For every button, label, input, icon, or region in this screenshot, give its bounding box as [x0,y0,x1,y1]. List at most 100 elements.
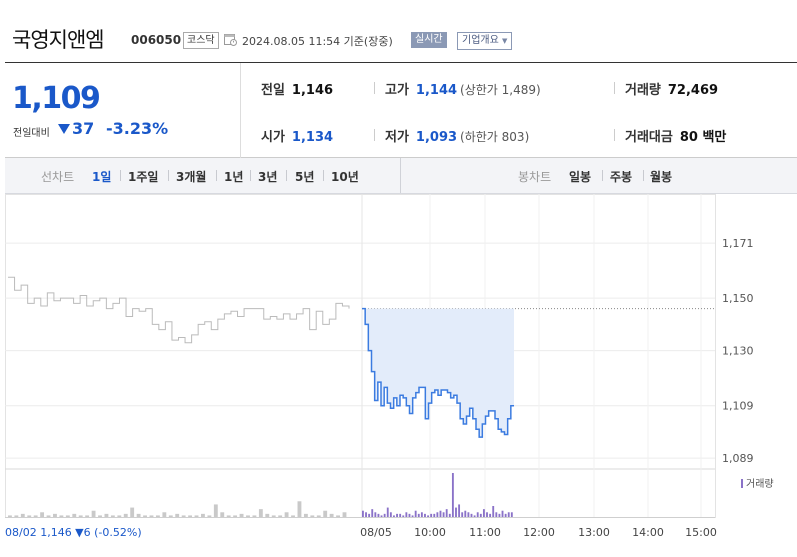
prev-volume-bar [188,515,193,517]
today-volume-bar [433,513,436,517]
trade-value-cell: 거래대금 80 백만 [625,126,726,145]
open-label: 시가 [261,130,285,145]
volume-label: 거래량 [625,83,661,98]
company-overview-button[interactable]: 기업개요 ▼ [457,32,513,50]
prev-close-cell: 전일 1,146 [261,79,333,98]
tab-divider [643,170,644,181]
y-tick-label: 1,171 [722,237,754,250]
x-tick-label: 08/05 [360,526,392,539]
today-volume-bar [405,512,408,517]
prev-volume-bar [278,515,283,517]
today-volume-bar [442,512,445,517]
today-volume-bar [393,515,395,517]
volume-legend-label: 거래량 [746,478,774,490]
prev-volume-bar [181,515,186,517]
prev-volume-bar [271,515,276,517]
prev-volume-bar [297,501,302,517]
timestamp: 2024.08.05 11:54 기준(장중) [242,35,393,48]
open-cell: 시가 1,134 [261,126,333,145]
x-tick-label: 11:00 [469,526,501,539]
today-volume-bar [504,513,507,517]
change-label: 전일대비 [13,128,50,139]
today-volume-bar [482,509,485,517]
prev-day-caption: 08/02 1,146 ▼6 (-0.52%) [5,526,142,539]
today-volume-bar [365,512,367,517]
today-volume-bar [430,513,433,517]
stock-name: 국영지앤엠 [12,28,105,52]
prev-volume-bar [252,515,257,517]
tab-1week[interactable]: 1주일 [128,170,159,184]
prev-volume-bar [213,504,218,517]
today-volume-bar [383,513,386,517]
today-volume-bar [371,509,374,517]
prev-volume-bar [316,515,321,517]
tab-5year[interactable]: 5년 [295,170,315,184]
today-volume-bar [467,512,470,517]
today-volume-bar [380,515,383,517]
low-value: 1,093 [415,130,458,145]
prev-volume-bar [78,515,83,517]
prev-volume-bar [323,510,328,517]
x-tick-label: 14:00 [632,526,664,539]
today-volume-bar [411,515,414,517]
trade-value: 80 백만 [679,130,727,145]
intraday-price-chart[interactable]: 1,1711,1501,1301,1091,08908/0208/0510:00… [0,194,797,557]
tab-daily[interactable]: 일봉 [569,170,592,184]
x-tick-label: 13:00 [578,526,610,539]
candle-chart-label: 봉차트 [518,170,552,184]
prev-close-value: 1,146 [291,83,334,98]
low-label: 저가 [385,130,409,145]
market-badge: 코스닥 [183,32,219,49]
prev-volume-bar [33,515,38,517]
prev-volume-bar [72,513,77,517]
prev-volume-bar [246,515,250,517]
today-price-line [362,307,514,438]
today-volume-bar [396,513,398,517]
y-tick-label: 1,130 [722,345,754,358]
realtime-badge[interactable]: 실시간 [411,32,447,48]
divider [374,129,375,141]
tab-group-divider [400,158,401,193]
tab-1year[interactable]: 1년 [224,170,244,184]
current-price-box: 1,109 전일대비 37 -3.23% [5,63,241,158]
prev-volume-bar [162,512,167,517]
today-volume-bar [436,512,439,517]
tab-1day[interactable]: 1일 [92,170,112,184]
prev-volume-bar [14,515,19,517]
prev-volume-bar [110,515,115,517]
lower-limit: (하한가 803) [460,130,530,144]
today-volume-bar [362,510,364,517]
tab-10year[interactable]: 10년 [331,170,359,184]
tab-3month[interactable]: 3개월 [176,170,207,184]
prev-volume-bar [342,512,347,517]
prev-volume-bar [284,512,289,517]
today-volume-bar [389,512,392,517]
prev-volume-bar [8,515,12,517]
open-value: 1,134 [291,130,334,145]
prev-volume-bar [303,513,308,517]
today-volume-bar [479,513,482,517]
today-volume-bar [377,513,380,517]
volume-legend-icon [741,479,743,488]
tab-3year[interactable]: 3년 [258,170,278,184]
prev-volume-bar [220,512,225,517]
upper-limit: (상한가 1,489) [460,83,541,97]
tab-divider [168,170,169,181]
today-volume-bar [501,510,504,517]
today-volume-bar [473,515,476,517]
tab-divider [216,170,217,181]
tab-divider [602,170,603,181]
today-volume-bar [386,507,389,517]
today-volume-bar [498,513,501,517]
x-tick-label: 12:00 [523,526,555,539]
today-volume-bar [368,513,371,517]
tab-weekly[interactable]: 주봉 [610,170,633,184]
today-volume-bar [417,513,420,517]
prev-volume-bar [310,515,315,517]
prev-volume-bar [53,513,57,517]
today-volume-bar [402,515,405,517]
y-tick-label: 1,089 [722,452,754,465]
today-volume-bar [455,507,457,517]
prev-volume-bar [149,515,154,517]
tab-monthly[interactable]: 월봉 [650,170,673,184]
